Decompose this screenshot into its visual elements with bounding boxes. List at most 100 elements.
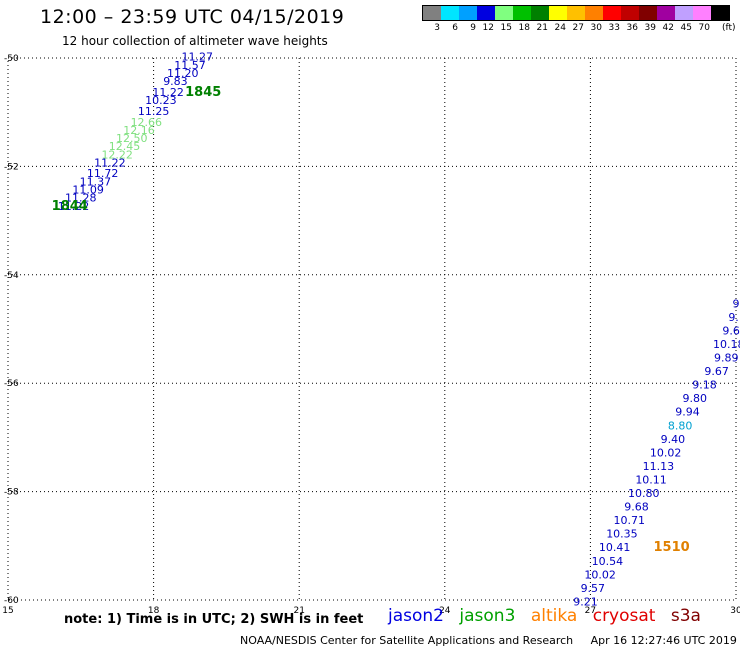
color-swatch <box>693 6 711 20</box>
color-scale-swatches <box>422 5 730 21</box>
wave-height-value: 9.89 <box>714 352 739 365</box>
wave-height-value: 9.80 <box>682 392 707 405</box>
wave-height-value: 11.22 <box>152 86 184 99</box>
color-scale-label: 70 <box>698 23 710 33</box>
wave-height-value: 10.11 <box>635 473 667 486</box>
legend-altika: altika <box>530 606 578 626</box>
legend-cryosat: cryosat <box>592 606 656 626</box>
wave-height-value: 12.50 <box>116 132 148 145</box>
wave-height-value: 10.71 <box>613 514 645 527</box>
wave-height-value: 11.28 <box>65 192 97 205</box>
wave-height-points: 11.2711.5711.209.8311.2210.2311.2512.661… <box>52 51 740 609</box>
wave-height-value: 11.72 <box>87 167 119 180</box>
map-frame <box>7 57 737 601</box>
wave-height-value: 9 <box>733 297 740 310</box>
color-scale-label: 30 <box>590 23 602 33</box>
note-text: note: 1) Time is in UTC; 2) SWH is in fe… <box>64 612 364 627</box>
x-tick-label: 18 <box>148 606 160 616</box>
color-swatch <box>711 6 729 20</box>
wave-height-value: 10.18 <box>713 338 740 351</box>
y-tick-label: -60 <box>4 596 19 606</box>
color-swatch <box>675 6 693 20</box>
color-scale-label: 3 <box>434 23 440 33</box>
legend-jason2: jason2 <box>388 606 444 626</box>
color-scale-label: 9 <box>470 23 476 33</box>
wave-height-value: 12.66 <box>131 116 163 129</box>
wave-height-value: 11.09 <box>72 184 104 197</box>
color-scale-label: 18 <box>518 23 530 33</box>
page-title: 12:00 – 23:59 UTC 04/15/2019 <box>40 6 345 28</box>
wave-height-value: 11.27 <box>182 51 214 64</box>
map-grid <box>8 58 736 600</box>
legend-s3a: s3a <box>670 606 701 626</box>
y-tick-label: -56 <box>4 379 19 389</box>
color-swatch <box>603 6 621 20</box>
color-scale-label: 33 <box>608 23 620 33</box>
wave-height-value: 12.22 <box>101 148 133 161</box>
footer-timestamp: Apr 16 12:27:46 UTC 2019 <box>590 634 737 647</box>
wave-height-value: 11.37 <box>80 175 112 188</box>
wave-height-value: 9.94 <box>675 406 700 419</box>
satellite-legend: jason2 jason3 altika cryosat s3a <box>388 606 711 626</box>
color-swatch <box>657 6 675 20</box>
legend-jason3: jason3 <box>459 606 516 626</box>
wave-height-value: 11.22 <box>94 156 126 169</box>
footer-credit: NOAA/NESDIS Center for Satellite Applica… <box>240 634 574 647</box>
x-tick-label: 30 <box>730 606 740 616</box>
wave-height-value: 10.02 <box>650 446 682 459</box>
color-swatch <box>423 6 441 20</box>
color-scale-label: 24 <box>554 23 566 33</box>
wave-height-value: 9.18 <box>692 379 717 392</box>
wave-height-value: 9.83 <box>163 75 188 88</box>
x-tick-label: 21 <box>293 606 304 616</box>
color-swatch <box>513 6 531 20</box>
color-scale-label: 15 <box>500 23 512 33</box>
color-scale-label: 27 <box>572 23 584 33</box>
x-tick-label: 15 <box>2 606 13 616</box>
wave-height-value: 9.68 <box>624 501 649 514</box>
wave-height-value: 11.25 <box>138 105 170 118</box>
wave-height-value: 11.57 <box>174 59 206 72</box>
wave-height-value: 9. <box>728 311 739 324</box>
wave-height-value: 10.41 <box>599 541 631 554</box>
wave-height-value: 12.45 <box>109 140 141 153</box>
wave-height-value: 9.67 <box>704 365 729 378</box>
track-time-label: 1845 <box>185 85 221 100</box>
wave-height-value: 11.22 <box>58 200 90 213</box>
y-tick-label: -50 <box>4 54 19 64</box>
track-time-label: 1510 <box>653 540 689 555</box>
color-scale-label: 45 <box>680 23 692 33</box>
page-subtitle: 12 hour collection of altimeter wave hei… <box>62 34 328 48</box>
color-scale-unit: (ft) <box>722 23 736 33</box>
wave-height-value: 10.02 <box>584 568 616 581</box>
wave-height-value: 10.35 <box>606 528 638 541</box>
color-swatch <box>531 6 549 20</box>
color-scale-label: 36 <box>626 23 638 33</box>
color-swatch <box>639 6 657 20</box>
color-swatch <box>567 6 585 20</box>
y-tick-label: -52 <box>4 162 19 172</box>
color-scale-label: 12 <box>482 23 494 33</box>
y-tick-label: -58 <box>4 488 19 498</box>
wave-height-value: 11.20 <box>167 67 199 80</box>
color-swatch <box>585 6 603 20</box>
color-swatch <box>477 6 495 20</box>
x-tick-label: 24 <box>439 606 451 616</box>
color-swatch <box>495 6 513 20</box>
x-tick-label: 27 <box>585 606 596 616</box>
wave-height-value: 10.23 <box>145 94 177 107</box>
wave-height-value: 9.6 <box>722 324 740 337</box>
footer: NOAA/NESDIS Center for Satellite Applica… <box>240 634 737 647</box>
color-scale-legend: 3 6 9 12 15 18 21 24 27 30 33 36 39 42 45 70 (ft) <box>422 5 736 33</box>
color-swatch <box>441 6 459 20</box>
wave-height-value: 12.16 <box>123 124 155 137</box>
y-tick-label: -54 <box>4 271 19 281</box>
axis-tick-labels: 15 18 21 24 27 30 -50 -52 -54 -56 -58 -60 <box>2 54 740 616</box>
color-scale-label: 21 <box>536 23 548 33</box>
map-border <box>7 57 737 601</box>
wave-height-value: 9.57 <box>581 582 606 595</box>
wave-height-value: 9.21 <box>573 595 598 608</box>
wave-height-value: 10.80 <box>628 487 660 500</box>
wave-height-value: 10.54 <box>592 555 624 568</box>
